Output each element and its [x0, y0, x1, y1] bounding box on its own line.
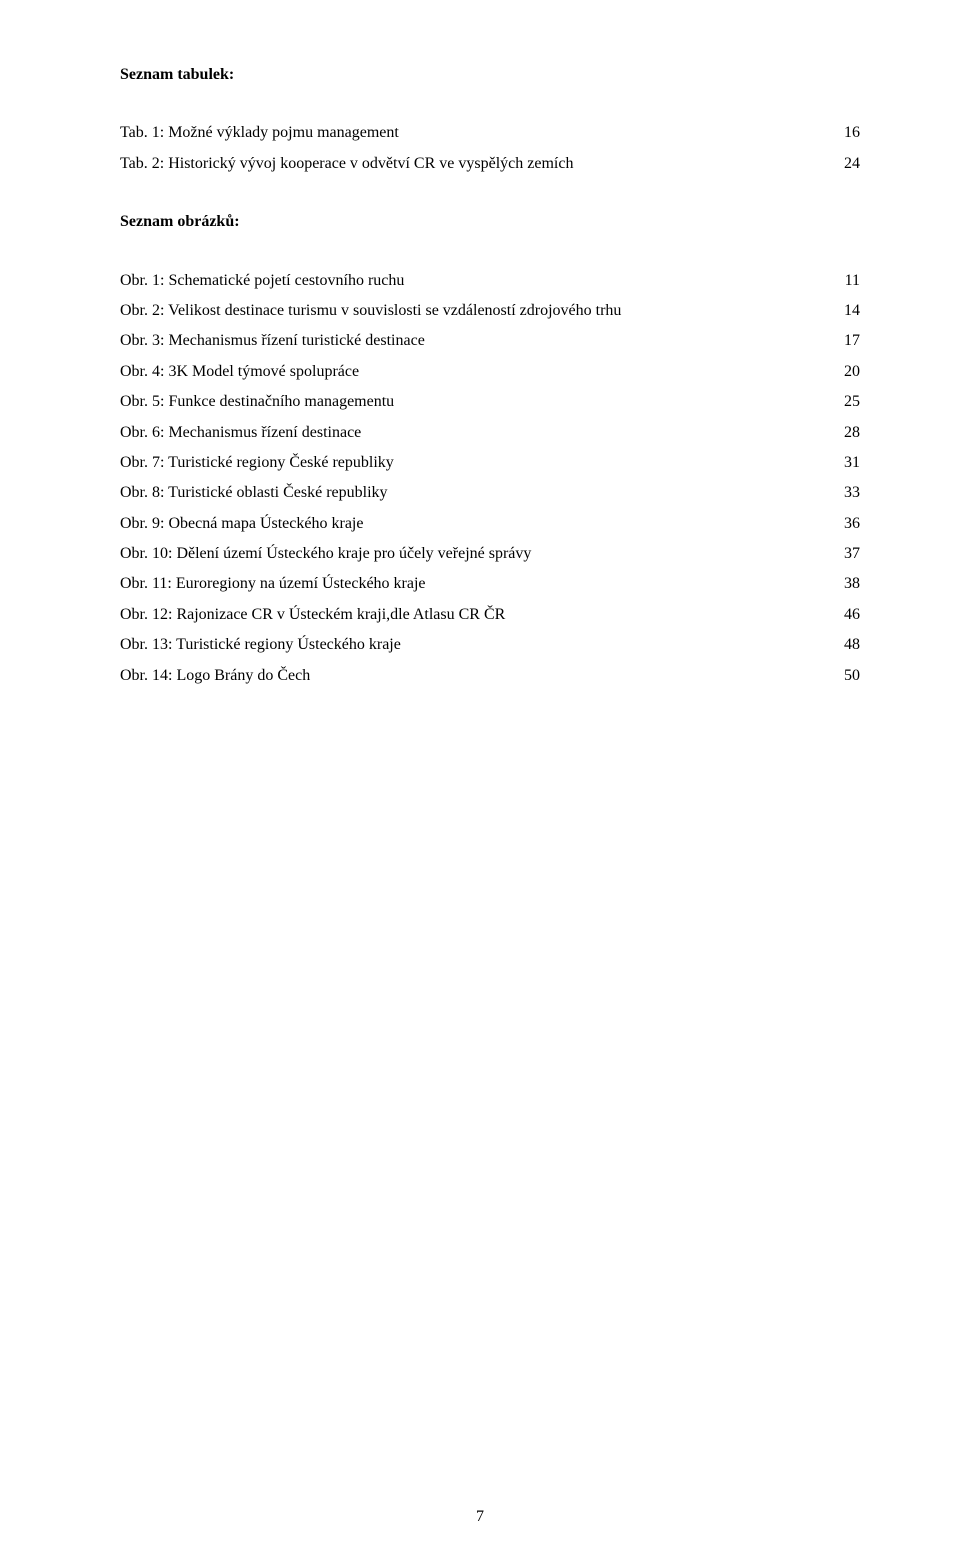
list-item: Obr. 6: Mechanismus řízení destinace 28 [120, 418, 860, 448]
list-item: Obr. 2: Velikost destinace turismu v sou… [120, 296, 860, 326]
entry-page-number: 48 [820, 630, 860, 660]
entry-label: Obr. 4: 3K Model týmové spolupráce [120, 357, 820, 387]
entry-page-number: 31 [820, 448, 860, 478]
entry-page-number: 50 [820, 661, 860, 691]
entry-label: Obr. 5: Funkce destinačního managementu [120, 387, 820, 417]
list-item: Obr. 8: Turistické oblasti České republi… [120, 478, 860, 508]
entry-page-number: 24 [820, 149, 860, 179]
entry-label: Obr. 9: Obecná mapa Ústeckého kraje [120, 509, 820, 539]
entry-page-number: 25 [820, 387, 860, 417]
entry-label: Obr. 13: Turistické regiony Ústeckého kr… [120, 630, 820, 660]
entry-label: Obr. 6: Mechanismus řízení destinace [120, 418, 820, 448]
entry-page-number: 17 [820, 326, 860, 356]
entry-label: Obr. 7: Turistické regiony České republi… [120, 448, 820, 478]
entry-label: Tab. 2: Historický vývoj kooperace v odv… [120, 149, 820, 179]
list-item: Obr. 14: Logo Brány do Čech 50 [120, 661, 860, 691]
list-item: Obr. 4: 3K Model týmové spolupráce 20 [120, 357, 860, 387]
list-item: Tab. 1: Možné výklady pojmu management 1… [120, 118, 860, 148]
entry-label: Tab. 1: Možné výklady pojmu management [120, 118, 820, 148]
list-item: Obr. 9: Obecná mapa Ústeckého kraje 36 [120, 509, 860, 539]
list-item: Obr. 13: Turistické regiony Ústeckého kr… [120, 630, 860, 660]
entry-label: Obr. 1: Schematické pojetí cestovního ru… [120, 266, 820, 296]
entry-label: Obr. 8: Turistické oblasti České republi… [120, 478, 820, 508]
entry-page-number: 36 [820, 509, 860, 539]
list-item: Obr. 11: Euroregiony na území Ústeckého … [120, 569, 860, 599]
list-item: Obr. 3: Mechanismus řízení turistické de… [120, 326, 860, 356]
entry-page-number: 16 [820, 118, 860, 148]
entry-page-number: 37 [820, 539, 860, 569]
list-item: Obr. 1: Schematické pojetí cestovního ru… [120, 266, 860, 296]
entry-label: Obr. 10: Dělení území Ústeckého kraje pr… [120, 539, 820, 569]
list-item: Obr. 7: Turistické regiony České republi… [120, 448, 860, 478]
section-heading-tables: Seznam tabulek: [120, 60, 860, 90]
entry-page-number: 38 [820, 569, 860, 599]
entry-page-number: 28 [820, 418, 860, 448]
section-heading-figures: Seznam obrázků: [120, 207, 860, 237]
entry-label: Obr. 3: Mechanismus řízení turistické de… [120, 326, 820, 356]
list-item: Obr. 10: Dělení území Ústeckého kraje pr… [120, 539, 860, 569]
entry-page-number: 33 [820, 478, 860, 508]
entry-page-number: 14 [820, 296, 860, 326]
entry-page-number: 11 [820, 266, 860, 296]
page: Seznam tabulek: Tab. 1: Možné výklady po… [0, 0, 960, 1568]
entry-page-number: 46 [820, 600, 860, 630]
entry-label: Obr. 12: Rajonizace CR v Ústeckém kraji,… [120, 600, 820, 630]
list-item: Tab. 2: Historický vývoj kooperace v odv… [120, 149, 860, 179]
entry-page-number: 20 [820, 357, 860, 387]
entry-label: Obr. 11: Euroregiony na území Ústeckého … [120, 569, 820, 599]
list-item: Obr. 12: Rajonizace CR v Ústeckém kraji,… [120, 600, 860, 630]
entry-label: Obr. 2: Velikost destinace turismu v sou… [120, 296, 820, 326]
list-item: Obr. 5: Funkce destinačního managementu … [120, 387, 860, 417]
page-number: 7 [0, 1502, 960, 1532]
entry-label: Obr. 14: Logo Brány do Čech [120, 661, 820, 691]
